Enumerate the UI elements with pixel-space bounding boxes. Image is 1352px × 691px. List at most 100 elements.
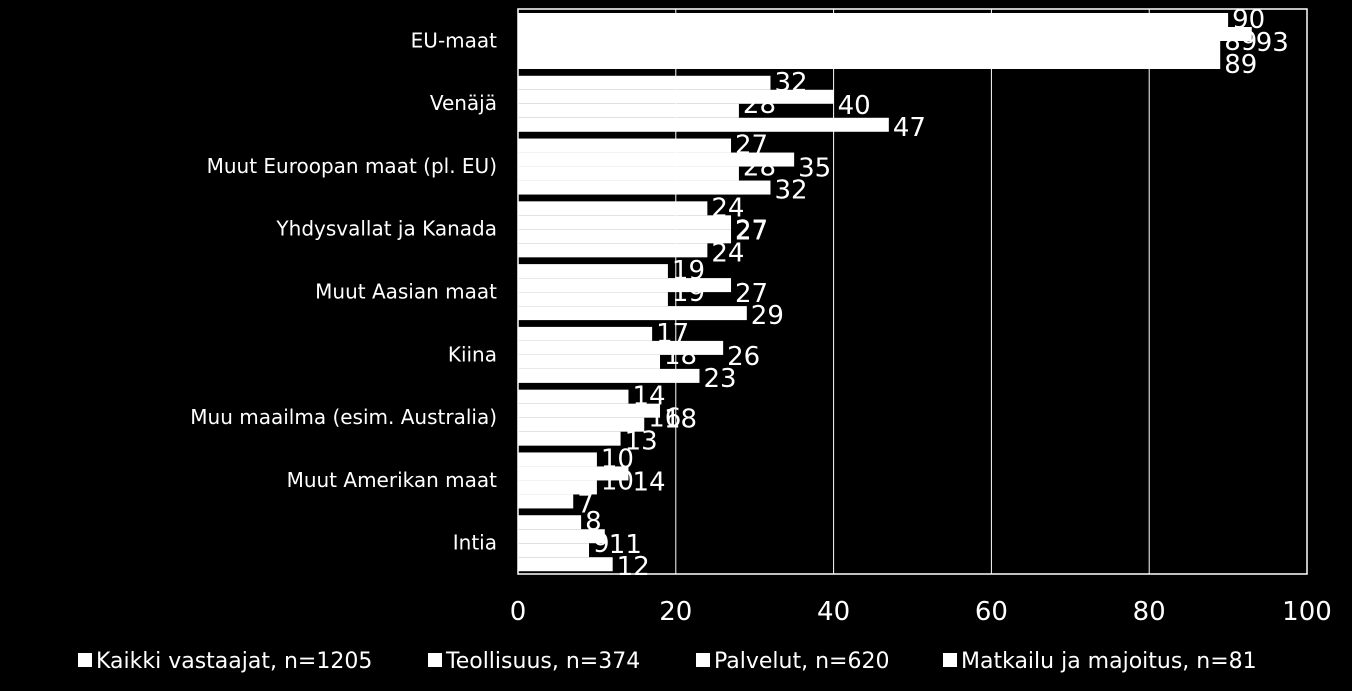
bar (518, 529, 605, 544)
bar (518, 340, 724, 355)
bar (518, 215, 732, 230)
data-label: 32 (774, 176, 807, 206)
data-label: 27 (735, 279, 768, 309)
data-label: 24 (711, 193, 744, 223)
data-label: 26 (727, 342, 760, 372)
category-label: Yhdysvallat ja Kanada (275, 217, 497, 241)
bar (518, 89, 834, 104)
bar (518, 452, 597, 467)
legend-swatch (78, 653, 92, 667)
data-label: 16 (648, 404, 681, 434)
x-tick-label: 80 (1133, 597, 1166, 627)
bar (518, 243, 708, 258)
bar (518, 326, 653, 341)
legend-label: Matkailu ja majoitus, n=81 (961, 649, 1257, 674)
data-label: 19 (672, 278, 705, 308)
x-tick-label: 20 (659, 597, 692, 627)
bar (518, 152, 795, 167)
bar (518, 138, 732, 153)
bar (518, 368, 700, 383)
data-label: 8 (585, 507, 602, 537)
data-label: 10 (601, 466, 634, 496)
data-label: 35 (798, 154, 831, 184)
bar (518, 466, 629, 481)
legend-label: Kaikki vastaajat, n=1205 (96, 649, 372, 674)
legend: Kaikki vastaajat, n=1205 Teollisuus, n=37… (78, 649, 1257, 674)
x-tick-label: 60 (975, 597, 1008, 627)
data-label: 89 (1224, 27, 1257, 57)
data-label: 93 (1256, 28, 1289, 58)
bar (518, 229, 732, 244)
bar (518, 403, 661, 418)
category-label: Intia (453, 531, 497, 555)
bar (518, 543, 590, 558)
data-label: 47 (893, 113, 926, 143)
bar (518, 292, 668, 307)
category-labels: EU-maat Venäjä Muut Euroopan maat (pl. EU)… (190, 28, 497, 554)
category-label: Muut Aasian maat (315, 280, 497, 304)
data-label: 32 (774, 68, 807, 98)
category-label: Muut Amerikan maat (287, 468, 498, 492)
data-label: 14 (632, 382, 665, 412)
data-label: 24 (711, 238, 744, 268)
data-label: 29 (751, 301, 784, 331)
data-label: 14 (632, 467, 665, 497)
x-tick-label: 40 (817, 597, 850, 627)
bar (518, 431, 621, 446)
data-label: 18 (664, 341, 697, 371)
bar (518, 480, 597, 495)
data-label: 89 (1224, 50, 1257, 80)
bar (518, 75, 771, 90)
legend-swatch (943, 653, 957, 667)
bar (518, 180, 771, 195)
category-label: Venäjä (430, 91, 497, 115)
bar (518, 278, 732, 293)
bar (518, 27, 1252, 41)
data-label: 9 (593, 529, 610, 559)
data-label: 28 (743, 90, 776, 120)
data-label: 40 (838, 91, 871, 121)
data-label: 28 (743, 153, 776, 183)
data-label: 10 (601, 444, 634, 474)
bar (518, 417, 645, 432)
data-label: 19 (672, 256, 705, 286)
bar (518, 557, 613, 572)
category-label: Muu maailma (esim. Australia) (190, 405, 497, 429)
bar (518, 201, 708, 216)
bar (518, 13, 1229, 27)
bar (518, 494, 574, 509)
bar (518, 55, 1221, 69)
bar (518, 306, 747, 321)
data-labels: 9093898932402847273528322427272419271929… (577, 5, 1289, 582)
legend-label: Palvelut, n=620 (714, 649, 889, 674)
data-label: 27 (735, 216, 768, 246)
x-tick-label: 0 (510, 597, 527, 627)
category-label: Kiina (448, 342, 497, 366)
category-label: Muut Euroopan maat (pl. EU) (207, 154, 497, 178)
bar (518, 354, 661, 369)
data-label: 17 (656, 319, 689, 349)
data-label: 13 (625, 427, 658, 457)
bars (518, 13, 1252, 572)
bar (518, 389, 629, 404)
bar (518, 166, 739, 181)
data-label: 27 (735, 215, 768, 245)
data-label: 27 (735, 131, 768, 161)
data-label: 11 (609, 530, 642, 560)
data-label: 90 (1232, 5, 1265, 35)
bar (518, 103, 739, 118)
legend-swatch (428, 653, 442, 667)
x-tick-label: 100 (1282, 597, 1332, 627)
data-label: 23 (703, 364, 736, 394)
bar (518, 117, 889, 132)
bar (518, 41, 1221, 55)
bar (518, 264, 668, 279)
data-label: 7 (577, 489, 594, 519)
legend-label: Teollisuus, n=374 (445, 649, 640, 674)
bar (518, 515, 582, 530)
x-axis-ticks: 0 20 40 60 80 100 (510, 597, 1332, 627)
data-label: 18 (664, 405, 697, 435)
data-label: 12 (617, 552, 650, 582)
legend-swatch (696, 653, 710, 667)
